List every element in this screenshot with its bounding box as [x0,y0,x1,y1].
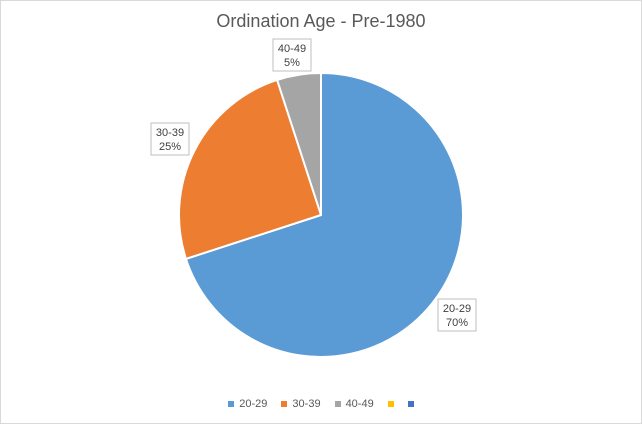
legend-swatch [334,401,341,407]
legend-item-20-29: 20-29 [228,398,267,410]
legend-swatch [387,401,394,407]
chart-title: Ordination Age - Pre-1980 [216,11,426,31]
pie-slice-40-49 [275,71,322,216]
legend-item-series-5 [407,398,414,410]
data-label-percent: 25% [159,141,181,153]
data-label-box [150,122,190,156]
data-label-40-49: 40-49 5% [272,38,312,72]
legend-label: 40-49 [345,398,374,410]
data-label-30-39: 30-39 25% [150,122,190,156]
legend-item-30-39: 30-39 [281,398,321,410]
data-label-box [437,298,477,332]
chart-legend: 20-29 30-39 40-49 [1,398,641,410]
pie-slice-30-39 [178,78,323,261]
legend-label: 20-29 [239,398,268,410]
data-label-category: 30-39 [156,127,184,139]
legend-swatch [281,401,288,407]
legend-label: 30-39 [292,398,321,410]
data-label-20-29: 20-29 70% [437,298,477,332]
legend-item-series-4 [387,398,394,410]
legend-swatch [407,401,414,407]
pie-slice-20-29 [184,71,464,358]
legend-item-40-49: 40-49 [334,398,374,410]
data-label-percent: 5% [284,57,300,69]
data-label-category: 20-29 [443,303,471,315]
legend-swatch [228,401,235,407]
pie-chart: 20-29 70% 30-39 25% 40-49 5% [150,38,477,358]
data-label-percent: 70% [446,317,468,329]
data-label-box [272,38,312,72]
data-label-category: 40-49 [278,43,306,55]
